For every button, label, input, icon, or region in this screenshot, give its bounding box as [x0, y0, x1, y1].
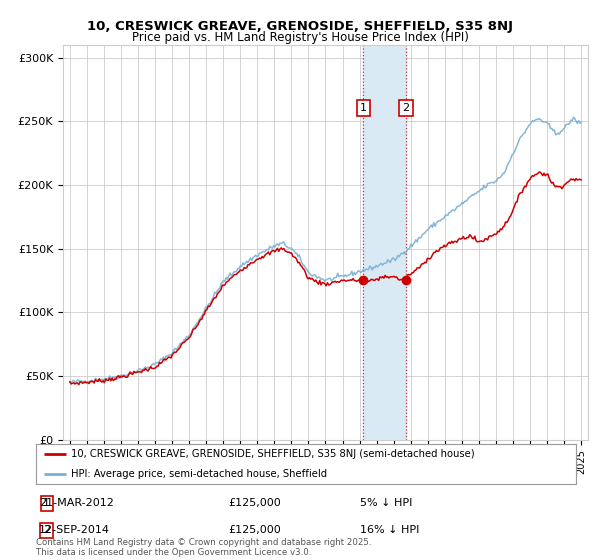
Text: 12-SEP-2014: 12-SEP-2014	[39, 525, 110, 535]
Text: 5% ↓ HPI: 5% ↓ HPI	[360, 498, 412, 508]
Text: Contains HM Land Registry data © Crown copyright and database right 2025.
This d: Contains HM Land Registry data © Crown c…	[36, 538, 371, 557]
Text: 16% ↓ HPI: 16% ↓ HPI	[360, 525, 419, 535]
Text: 1: 1	[360, 103, 367, 113]
Text: HPI: Average price, semi-detached house, Sheffield: HPI: Average price, semi-detached house,…	[71, 469, 327, 479]
Text: 10, CRESWICK GREAVE, GRENOSIDE, SHEFFIELD, S35 8NJ: 10, CRESWICK GREAVE, GRENOSIDE, SHEFFIEL…	[87, 20, 513, 32]
Text: Price paid vs. HM Land Registry's House Price Index (HPI): Price paid vs. HM Land Registry's House …	[131, 31, 469, 44]
Text: 2: 2	[402, 103, 409, 113]
Text: 2: 2	[43, 525, 50, 535]
Bar	[364, 45, 406, 440]
Text: 10, CRESWICK GREAVE, GRENOSIDE, SHEFFIELD, S35 8NJ (semi-detached house): 10, CRESWICK GREAVE, GRENOSIDE, SHEFFIEL…	[71, 449, 475, 459]
Text: £125,000: £125,000	[228, 498, 281, 508]
Text: 21-MAR-2012: 21-MAR-2012	[39, 498, 114, 508]
Text: £125,000: £125,000	[228, 525, 281, 535]
Text: 1: 1	[43, 498, 50, 508]
